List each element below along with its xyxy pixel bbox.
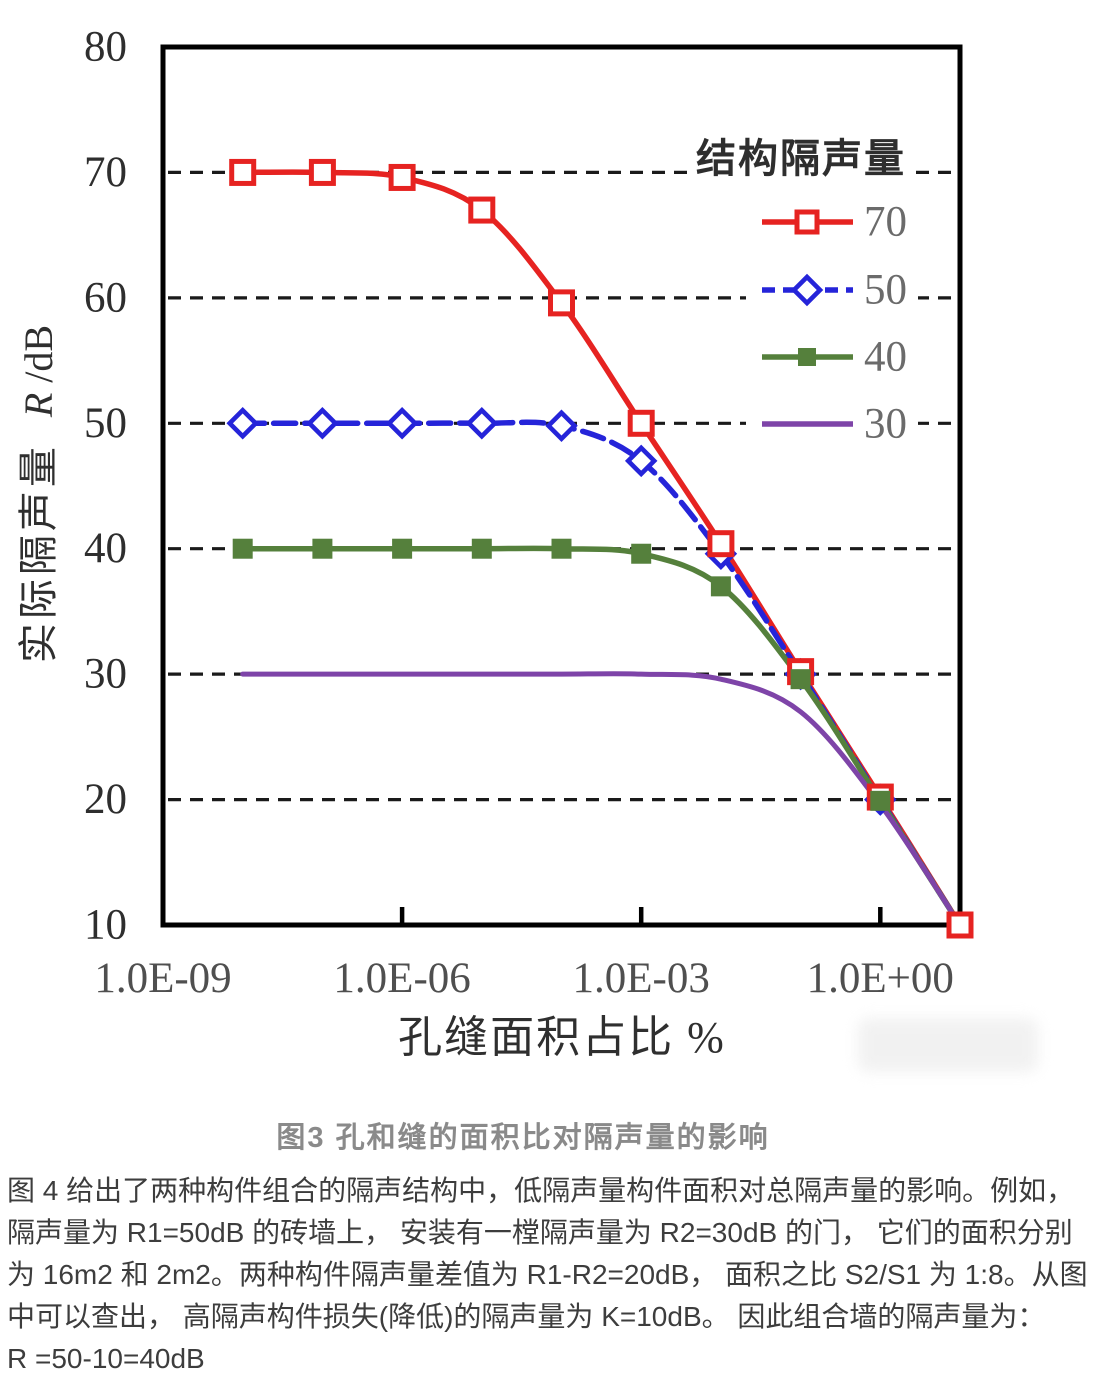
x-tick-label: 1.0E-03 xyxy=(573,955,710,1002)
body-paragraph: 图 4 给出了两种构件组合的隔声结构中，低隔声量构件面积对总隔声量的影响。例如，… xyxy=(7,1170,1097,1373)
plot-frame xyxy=(160,44,963,928)
legend-items-mask xyxy=(746,194,918,448)
legend-title: 结构隔声量 xyxy=(696,136,906,181)
legend-background xyxy=(690,136,918,448)
marker-50 xyxy=(545,409,578,443)
x-tick-label: 1.0E-06 xyxy=(333,955,470,1002)
marker-40 xyxy=(471,538,492,559)
marker-40 xyxy=(631,543,652,564)
series-line-40 xyxy=(239,545,963,928)
watermark-smudge xyxy=(858,1018,1038,1072)
legend-label-70: 70 xyxy=(864,199,907,246)
marker-50 xyxy=(465,407,499,440)
legend: 结构隔声量 70 50 40 30 xyxy=(696,136,907,448)
paragraph-line: 为 16m2 和 2m2。两种构件隔声量差值为 R1-R2=20dB， 面积之比… xyxy=(7,1259,1088,1290)
y-axis-title-unit: /dB xyxy=(16,325,61,383)
legend-items: 70 50 40 30 xyxy=(762,199,907,448)
marker-40 xyxy=(551,538,572,559)
marker-50 xyxy=(624,444,658,478)
marker-40 xyxy=(870,790,891,811)
legend-label-50: 50 xyxy=(864,267,907,314)
y-tick-label-10: 10 xyxy=(84,902,127,949)
y-tick-label-40: 40 xyxy=(84,525,127,572)
legend-title-mask xyxy=(690,136,912,186)
paragraph-line: 隔声量为 R1=50dB 的砖墙上， 安装有一樘隔声量为 R2=30dB 的门，… xyxy=(7,1217,1073,1248)
x-axis-ticks xyxy=(399,907,883,925)
y-tick-label-60: 60 xyxy=(84,274,127,321)
legend-sample-marker-50 xyxy=(790,273,824,307)
x-axis-title: 孔缝面积占比 % xyxy=(398,1013,726,1062)
marker-70 xyxy=(308,158,336,186)
marker-70 xyxy=(468,196,496,224)
y-tick-label-50: 50 xyxy=(84,400,127,447)
marker-40 xyxy=(790,669,811,690)
y-axis-title: 实际隔声量 R /dB xyxy=(16,325,61,663)
legend-label-40: 40 xyxy=(864,334,907,381)
marker-70 xyxy=(627,409,655,437)
legend-label-30: 30 xyxy=(864,401,907,448)
y-axis-title-cn: 实际隔声量 xyxy=(16,443,61,663)
y-tick-label-20: 20 xyxy=(84,776,127,823)
marker-70 xyxy=(707,530,735,558)
x-tick-labels: 1.0E-09 1.0E-06 1.0E-03 1.0E+00 xyxy=(94,955,954,1002)
legend-sample-marker-40 xyxy=(798,348,816,366)
marker-70 xyxy=(229,158,257,186)
figure-caption: 图3 孔和缝的面积比对隔声量的影响 xyxy=(276,1122,770,1154)
marker-40 xyxy=(312,538,333,559)
y-axis-title-symbol: R xyxy=(16,393,61,418)
marker-50 xyxy=(385,407,419,440)
y-tick-label-30: 30 xyxy=(84,651,127,698)
paragraph-line: 中可以查出， 高隔声构件损失(降低)的隔声量为 K=10dB。 因此组合墙的隔声… xyxy=(7,1301,1046,1332)
marker-70 xyxy=(388,163,416,191)
y-tick-label-70: 70 xyxy=(84,149,127,196)
marker-50 xyxy=(306,407,339,440)
y-tick-label-80: 80 xyxy=(84,24,127,71)
x-tick-label: 1.0E+00 xyxy=(807,955,954,1002)
marker-70 xyxy=(946,911,974,939)
marker-50 xyxy=(226,407,259,440)
marker-70 xyxy=(548,289,575,317)
x-tick-label: 1.0E-09 xyxy=(94,955,231,1002)
y-tick-labels: 80 70 60 50 40 30 20 10 xyxy=(84,24,127,949)
paragraph-line: 图 4 给出了两种构件组合的隔声结构中，低隔声量构件面积对总隔声量的影响。例如， xyxy=(7,1175,1075,1206)
marker-40 xyxy=(232,538,253,559)
marker-40 xyxy=(392,538,413,559)
paragraph-line: R =50-10=40dB xyxy=(7,1343,205,1373)
legend-sample-marker-70 xyxy=(794,209,820,235)
marker-40 xyxy=(710,576,731,597)
data-series-markers xyxy=(226,158,974,939)
